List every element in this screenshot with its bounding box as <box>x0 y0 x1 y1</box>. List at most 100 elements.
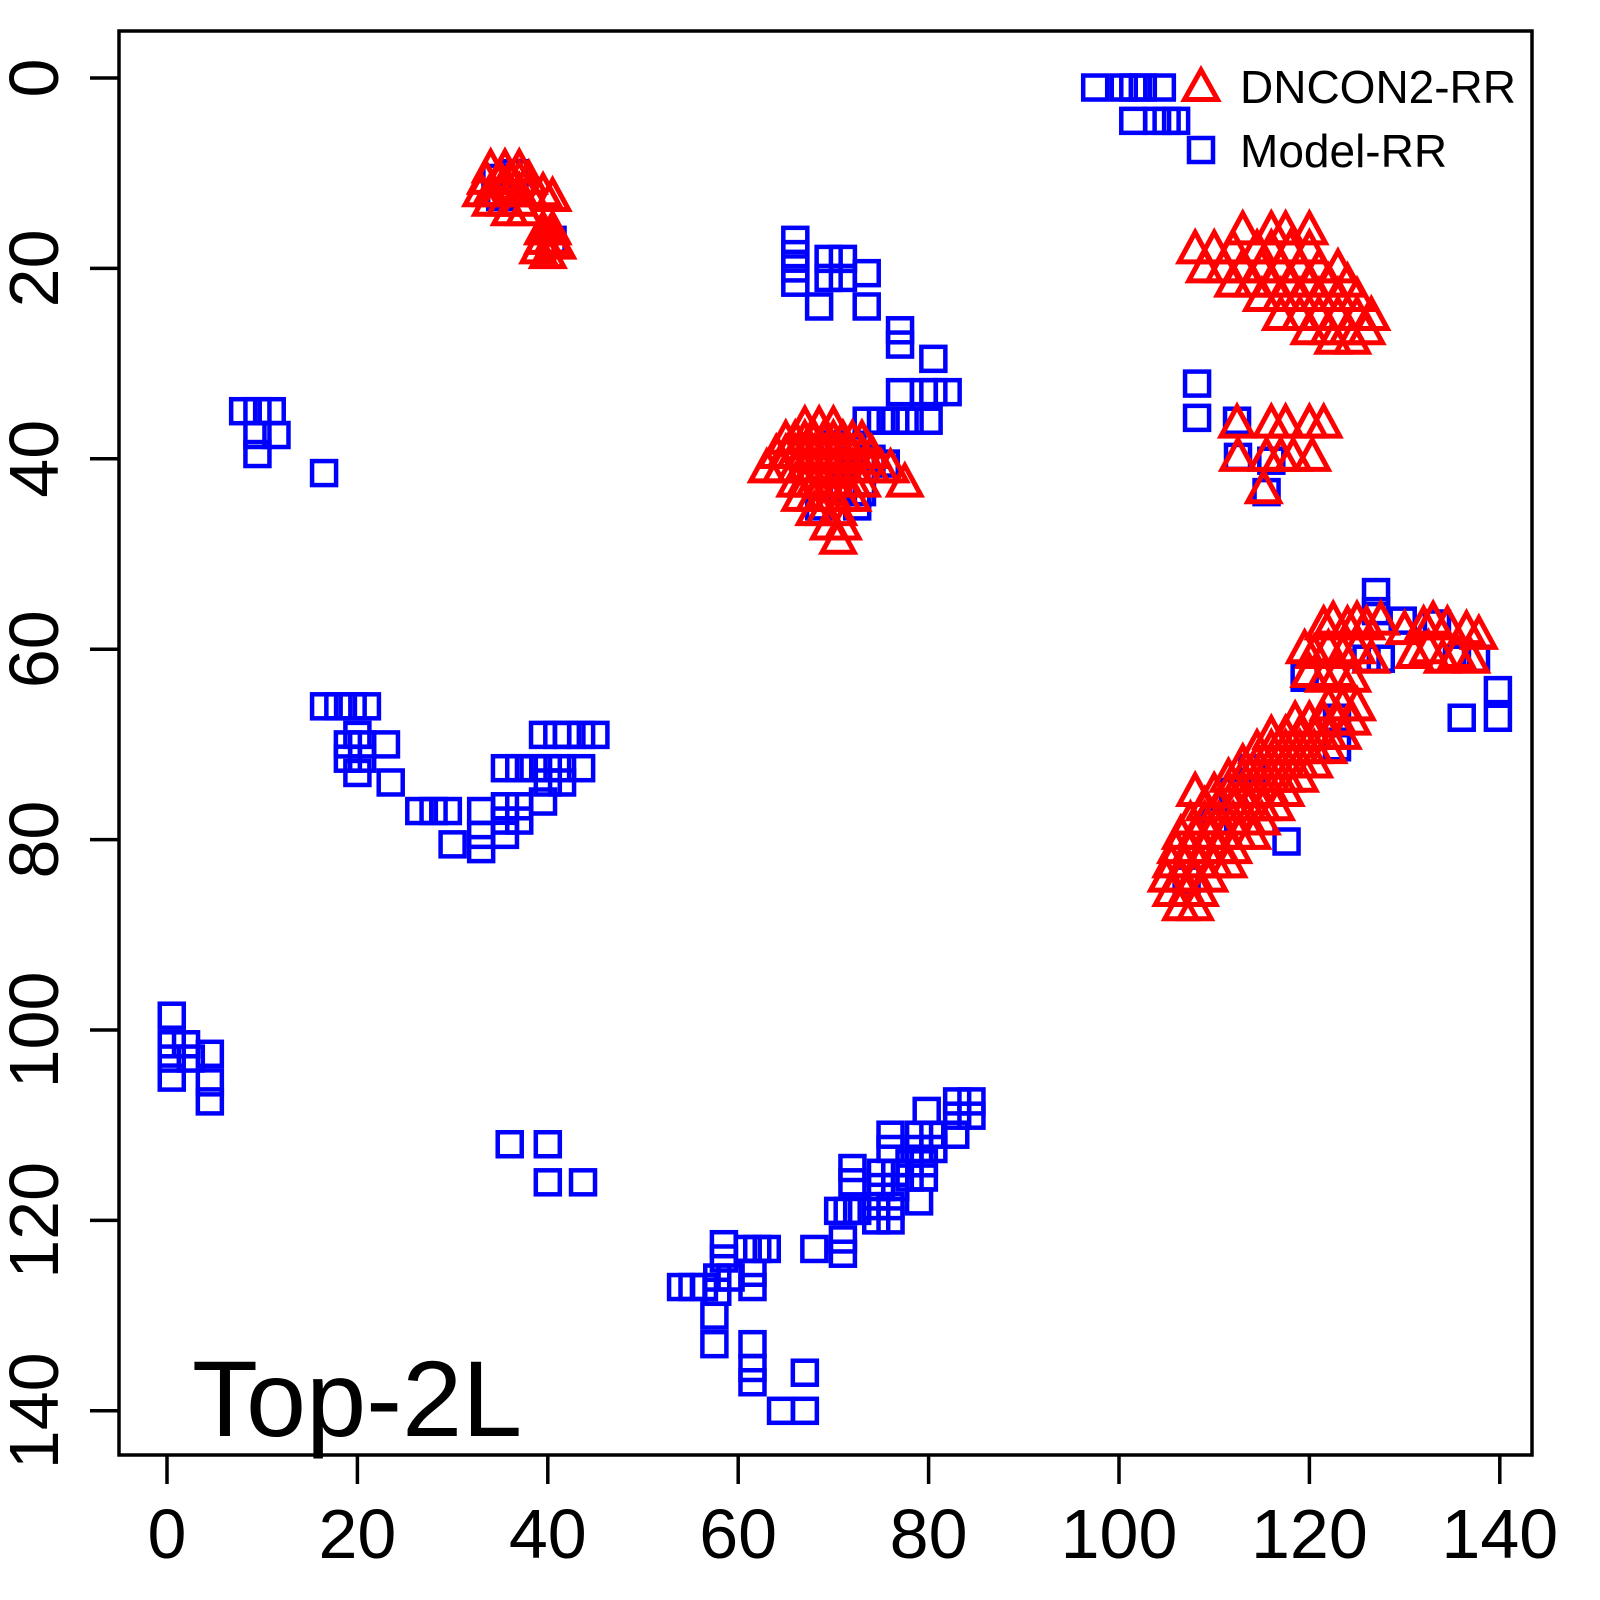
data-point-square <box>790 1396 820 1426</box>
x-tick-label: 60 <box>699 1495 777 1573</box>
data-point-square <box>842 1196 872 1226</box>
data-point-square <box>1152 106 1181 136</box>
data-point-square <box>957 1101 986 1130</box>
data-point-square <box>519 753 548 783</box>
data-point-triangle <box>503 189 545 227</box>
data-point-triangle <box>1327 603 1368 641</box>
data-point-triangle <box>1289 208 1330 246</box>
data-point-square <box>547 753 577 783</box>
data-point-square <box>742 1234 772 1264</box>
data-point-square <box>912 1096 941 1126</box>
data-point-square <box>157 1001 187 1030</box>
data-point-square <box>781 254 810 283</box>
y-tick-label: 140 <box>0 1352 73 1469</box>
data-point-square <box>490 806 520 835</box>
data-point-square <box>1483 675 1513 705</box>
data-point-square <box>828 244 858 274</box>
data-point-square <box>876 1191 905 1221</box>
data-point-square <box>419 796 448 826</box>
data-point-triangle <box>1422 636 1463 674</box>
data-point-square <box>941 1120 970 1149</box>
data-point-square <box>933 377 962 407</box>
data-point-square <box>885 316 915 345</box>
data-point-square <box>195 1068 225 1097</box>
x-axis: 0 20 40 60 80 100 120 140 <box>148 1455 1558 1573</box>
data-point-square <box>700 1301 729 1330</box>
data-point-square <box>881 1172 910 1202</box>
y-tick-label: 100 <box>0 972 73 1089</box>
data-point-triangle <box>1216 401 1258 439</box>
data-point-square <box>814 244 843 274</box>
data-point-triangle <box>1292 434 1333 472</box>
data-point-triangle <box>884 460 925 498</box>
x-tick-label: 20 <box>318 1495 396 1573</box>
plot-border <box>117 29 1534 1457</box>
data-point-square <box>547 768 577 797</box>
y-tick-label: 0 <box>0 59 73 98</box>
data-point-square <box>957 1087 986 1116</box>
data-point-triangle <box>1351 293 1392 331</box>
data-point-square <box>852 258 881 288</box>
data-point-triangle <box>1322 712 1363 750</box>
plot-corner-label: Top-2L <box>192 1338 522 1459</box>
data-point-square <box>1119 73 1148 102</box>
data-point-square <box>257 396 286 426</box>
data-point-square <box>885 377 915 407</box>
data-point-square <box>309 458 339 488</box>
data-point-square <box>700 1329 729 1359</box>
data-point-square <box>881 406 910 435</box>
data-point-square <box>533 768 563 797</box>
data-point-triangle <box>1184 246 1225 284</box>
data-point-square <box>466 834 496 864</box>
data-point-triangle <box>1279 755 1321 793</box>
data-point-triangle <box>1273 434 1314 472</box>
data-point-triangle <box>1241 274 1283 312</box>
data-point-square <box>909 1149 939 1178</box>
data-point-square <box>1161 106 1191 136</box>
data-point-triangle <box>1346 308 1387 346</box>
data-point-square <box>504 753 534 783</box>
model-rr-points-layer <box>157 73 1513 1426</box>
data-point-square <box>919 377 948 407</box>
data-point-triangle <box>1351 636 1392 674</box>
data-point-square <box>904 1120 934 1149</box>
data-point-square <box>338 692 367 721</box>
data-point-square <box>543 720 572 750</box>
data-point-square <box>243 396 272 426</box>
data-point-square <box>228 396 258 426</box>
x-tick-label: 120 <box>1251 1495 1368 1573</box>
data-point-square <box>828 1239 858 1268</box>
data-point-triangle <box>1312 317 1354 355</box>
data-point-triangle <box>1243 467 1284 505</box>
data-point-triangle <box>1458 612 1500 650</box>
data-point-square <box>781 268 810 297</box>
data-point-square <box>324 692 353 721</box>
data-point-triangle <box>1193 227 1235 265</box>
data-point-triangle <box>1393 631 1435 669</box>
data-point-square <box>781 239 810 269</box>
data-point-square <box>176 1044 206 1073</box>
data-point-square <box>876 1206 905 1235</box>
data-point-square <box>347 744 377 773</box>
data-point-triangle <box>832 474 873 512</box>
data-point-square <box>195 1039 225 1069</box>
y-tick-label: 40 <box>0 420 73 498</box>
data-point-square <box>919 1134 948 1164</box>
data-point-square <box>904 1187 934 1216</box>
data-point-triangle <box>527 231 568 270</box>
data-point-square <box>157 1030 187 1059</box>
data-point-square <box>566 720 596 750</box>
data-point-triangle <box>1208 841 1249 879</box>
data-point-square <box>490 792 520 821</box>
data-point-square <box>466 820 496 850</box>
data-point-square <box>861 1191 891 1221</box>
legend: DNCON2-RR Model-RR <box>1180 61 1516 177</box>
data-point-triangle <box>1451 636 1492 674</box>
data-point-triangle <box>1174 227 1216 265</box>
data-point-square <box>833 1196 862 1226</box>
data-point-square <box>909 377 939 407</box>
data-point-square <box>1128 73 1158 102</box>
data-point-triangle <box>1303 401 1344 439</box>
